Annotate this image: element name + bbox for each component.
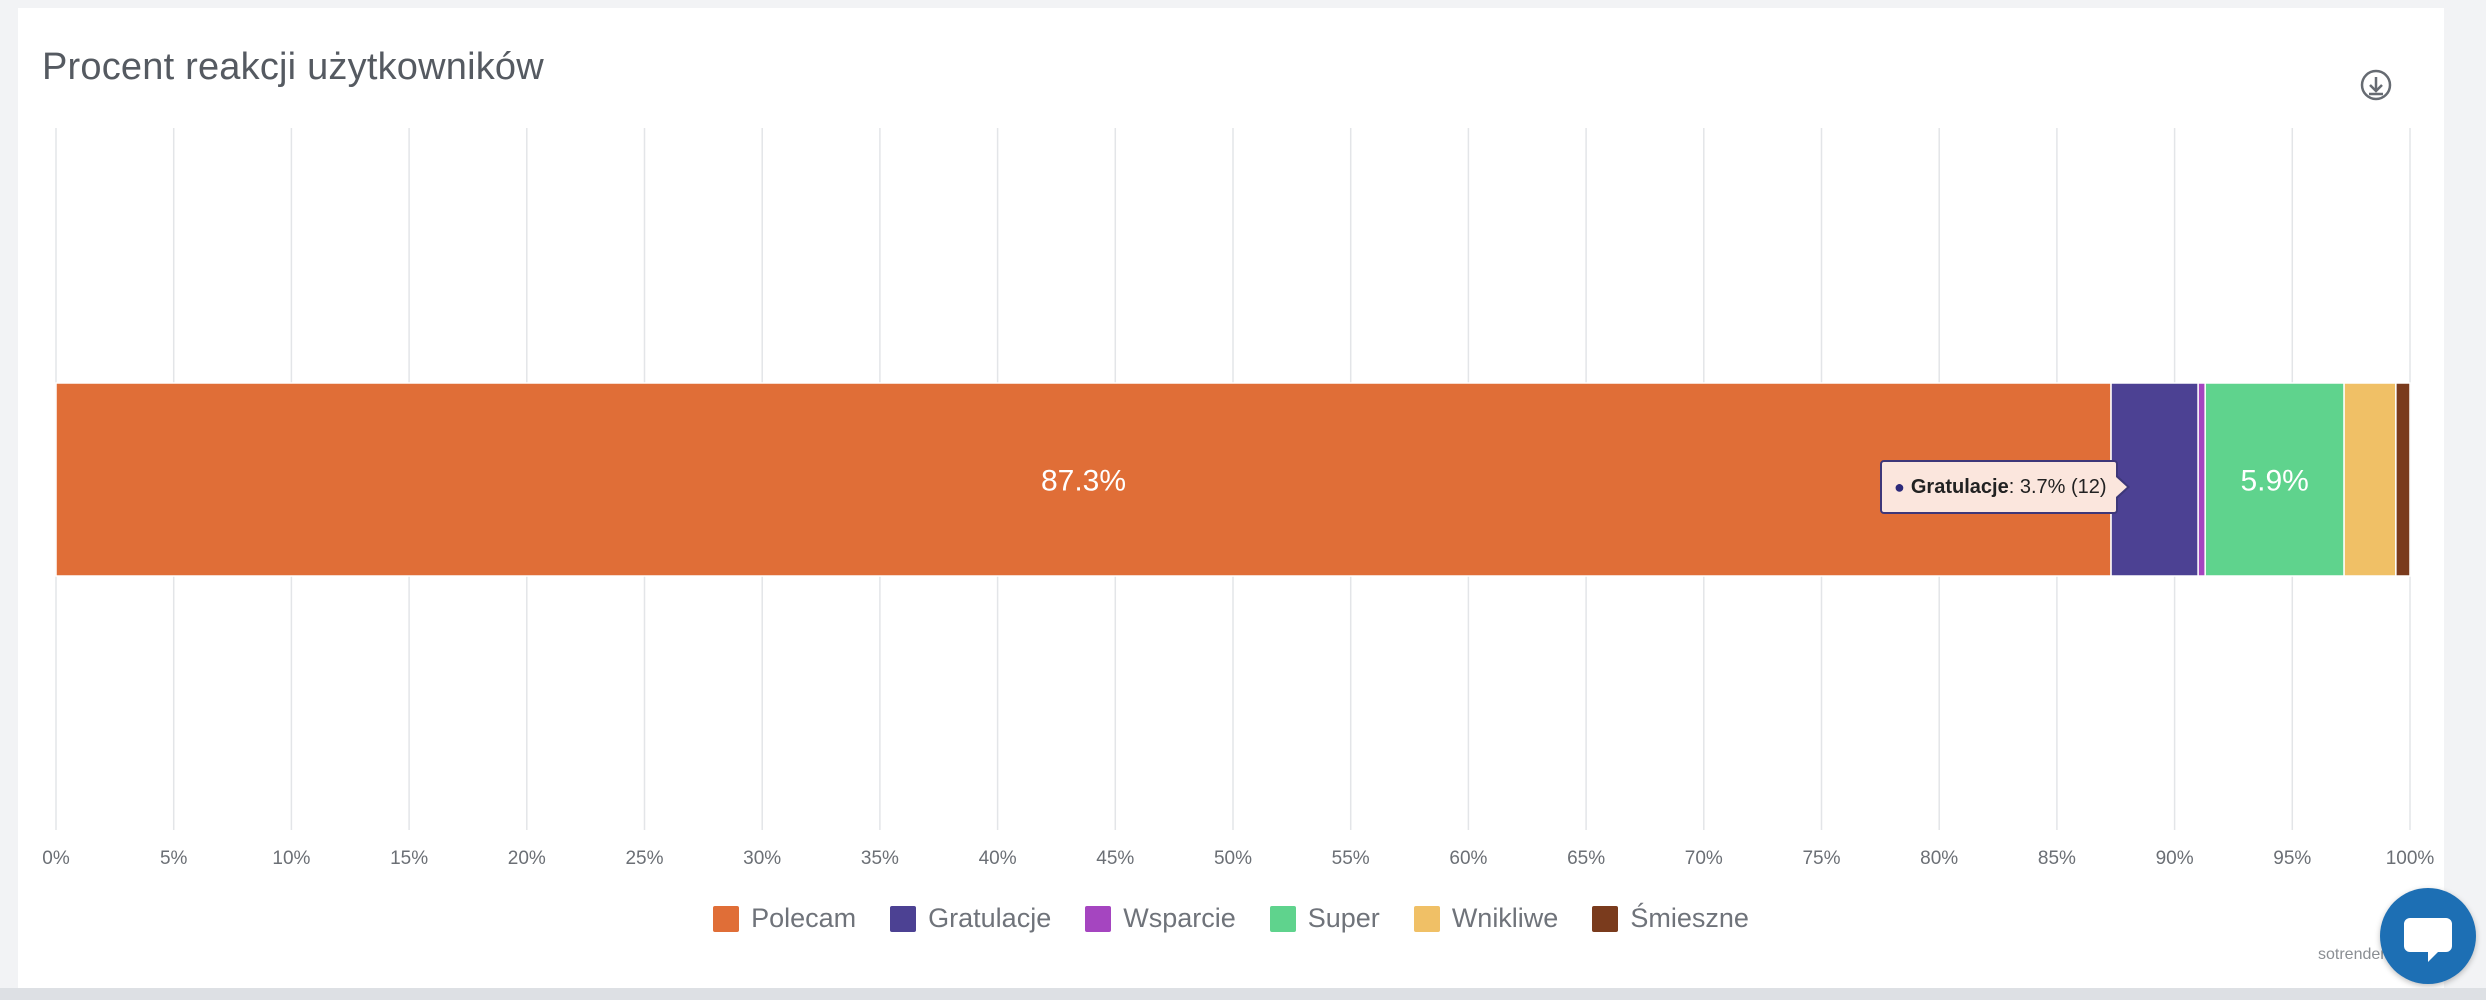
chart-card: Procent reakcji użytkowników 0% 5% 10% 15% 2…	[18, 8, 2444, 992]
x-tick-label: 60%	[1449, 848, 1487, 869]
bar-segment-super[interactable]	[2204, 382, 2345, 577]
tooltip-gratulacje: ● Gratulacje : 3.7% (12)	[1880, 460, 2130, 514]
x-tick-label: 5%	[160, 848, 188, 869]
data-label: 87.3%	[1041, 465, 1126, 498]
x-tick-label: 100%	[2386, 848, 2435, 869]
x-tick-label: 45%	[1096, 848, 1134, 869]
x-tick-label: 0%	[42, 848, 70, 869]
legend-item-wnikliwe[interactable]: Wnikliwe	[1413, 903, 1559, 934]
x-tick-label: 40%	[979, 848, 1017, 869]
legend-swatch	[1085, 905, 1112, 932]
x-tick-label: 25%	[625, 848, 663, 869]
legend-label: Polecam	[751, 903, 857, 933]
chart-legend: Polecam Gratulacje Wsparcie Super Wnikli…	[18, 903, 2444, 934]
tooltip-value: : 3.7% (12)	[2008, 475, 2107, 498]
tooltip-series-name: Gratulacje	[1910, 475, 2009, 498]
tooltip-bullet: ●	[1894, 476, 1905, 497]
legend-item-gratulacje[interactable]: Gratulacje	[890, 903, 1051, 934]
x-tick-label: 70%	[1685, 848, 1723, 869]
legend-item-wsparcie[interactable]: Wsparcie	[1085, 903, 1236, 934]
x-tick-label: 30%	[743, 848, 781, 869]
x-tick-label: 90%	[2156, 848, 2194, 869]
x-tick-label: 65%	[1567, 848, 1605, 869]
bar-segment-wnikliwe[interactable]	[2343, 382, 2397, 577]
legend-label: Wnikliwe	[1451, 903, 1559, 933]
x-tick-label: 80%	[1920, 848, 1958, 869]
x-tick-label: 85%	[2038, 848, 2076, 869]
legend-swatch	[1592, 905, 1619, 932]
legend-item-polecam[interactable]: Polecam	[713, 903, 856, 934]
x-tick-label: 35%	[861, 848, 899, 869]
legend-label: Super	[1307, 903, 1380, 933]
credit-text[interactable]: sotrender.	[2318, 946, 2390, 963]
x-tick-label: 15%	[390, 848, 428, 869]
x-tick-label: 50%	[1214, 848, 1252, 869]
legend-label: Śmieszne	[1630, 903, 1749, 933]
legend-item-super[interactable]: Super	[1269, 903, 1380, 934]
data-label: 5.9%	[2240, 465, 2308, 498]
legend-label: Wsparcie	[1123, 903, 1236, 933]
download-icon[interactable]	[2354, 63, 2398, 107]
x-tick-label: 95%	[2273, 848, 2311, 869]
bar-segment-śmieszne[interactable]	[2395, 382, 2411, 577]
x-tick-label: 55%	[1332, 848, 1370, 869]
legend-swatch	[713, 905, 740, 932]
legend-item-smieszne[interactable]: Śmieszne	[1592, 903, 1749, 934]
x-tick-label: 10%	[272, 848, 310, 869]
chart-title: Procent reakcji użytkowników	[42, 46, 544, 88]
bar-segment-wsparcie[interactable]	[2197, 382, 2206, 577]
legend-swatch	[1269, 905, 1296, 932]
stacked-bar-chart: 0% 5% 10% 15% 20% 25% 30% 35% 40% 45% 50% 55% 60% 65%…	[42, 128, 2435, 869]
legend-swatch	[890, 905, 917, 932]
legend-label: Gratulacje	[928, 903, 1052, 933]
x-tick-label: 75%	[1802, 848, 1840, 869]
page-bottom-edge	[0, 988, 2486, 1000]
bar-segment-polecam[interactable]	[55, 382, 2112, 577]
legend-swatch	[1413, 905, 1440, 932]
x-tick-label: 20%	[508, 848, 546, 869]
chat-icon[interactable]	[2380, 888, 2476, 984]
